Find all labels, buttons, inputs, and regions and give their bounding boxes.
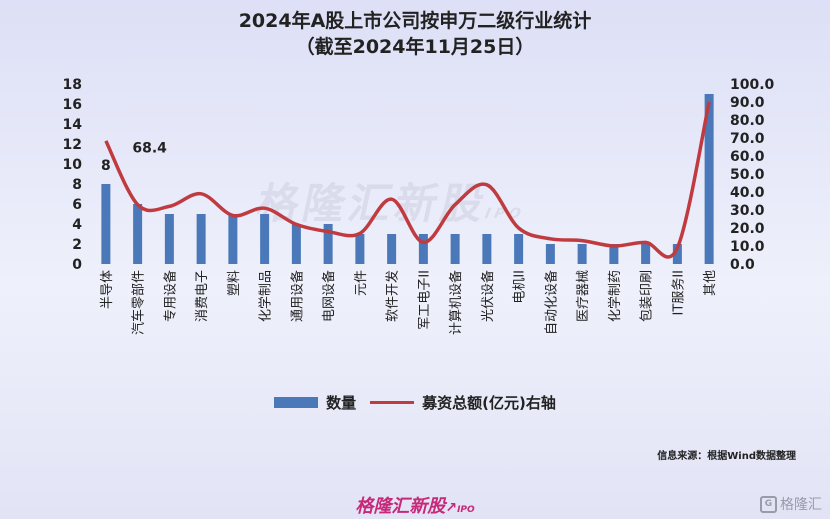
bar bbox=[291, 224, 301, 264]
x-tick-label: 光伏设备 bbox=[480, 270, 496, 322]
corner-logo: G 格隆汇 bbox=[760, 494, 822, 514]
bar bbox=[196, 214, 206, 264]
bar bbox=[672, 244, 682, 264]
y-left-tick-label: 10 bbox=[63, 157, 83, 173]
series-line bbox=[104, 101, 711, 259]
y-right-tick-label: 70.0 bbox=[730, 131, 765, 147]
bar bbox=[482, 234, 492, 264]
y-right-tick-label: 30.0 bbox=[730, 203, 765, 219]
y-left-tick-label: 4 bbox=[72, 217, 82, 233]
x-tick-label: 军工电子II bbox=[417, 270, 432, 330]
y-left-tick-label: 0 bbox=[72, 257, 82, 273]
bar bbox=[387, 234, 397, 264]
x-tick-label: 专用设备 bbox=[162, 270, 178, 322]
y-right-tick-label: 80.0 bbox=[730, 113, 765, 129]
x-tick-label: 元件 bbox=[354, 270, 369, 296]
bar bbox=[641, 244, 651, 264]
y-left-tick-label: 14 bbox=[63, 117, 83, 133]
y-right-tick-label: 40.0 bbox=[730, 185, 765, 201]
source-note: 信息来源：根据Wind数据整理 bbox=[657, 451, 796, 462]
x-tick-label: 软件开发 bbox=[385, 270, 401, 322]
y-right-tick-label: 60.0 bbox=[730, 149, 765, 165]
bar bbox=[260, 214, 270, 264]
legend-item-line: 募资总额(亿元)右轴 bbox=[370, 392, 556, 413]
x-tick-label: 通用设备 bbox=[289, 270, 305, 322]
bar bbox=[323, 224, 333, 264]
gelonghui-logo-icon: G bbox=[760, 495, 777, 513]
x-tick-label: 化学制药 bbox=[607, 270, 623, 322]
bar bbox=[609, 244, 619, 264]
data-label: 68.4 bbox=[132, 141, 167, 157]
x-tick-label: 其他 bbox=[703, 270, 718, 296]
data-label: 8 bbox=[101, 158, 111, 174]
x-tick-label: 半导体 bbox=[100, 270, 115, 309]
legend: 数量 募资总额(亿元)右轴 bbox=[0, 392, 830, 413]
bar bbox=[133, 204, 143, 264]
bar bbox=[704, 94, 714, 264]
y-right-tick-label: 0.0 bbox=[730, 257, 755, 273]
legend-label-bar: 数量 bbox=[326, 394, 357, 412]
x-tick-label: 塑料 bbox=[227, 270, 242, 296]
y-left-tick-label: 8 bbox=[72, 177, 82, 193]
legend-swatch-bar bbox=[274, 397, 319, 408]
bar bbox=[514, 234, 524, 264]
y-right-tick-label: 10.0 bbox=[730, 239, 765, 255]
arrow-icon: ↗ bbox=[445, 500, 458, 516]
legend-label-line: 募资总额(亿元)右轴 bbox=[422, 394, 556, 412]
y-left-tick-label: 2 bbox=[72, 237, 82, 253]
x-tick-label: 计算机设备 bbox=[448, 270, 464, 335]
x-tick-label: 汽车零部件 bbox=[131, 270, 147, 335]
y-left-tick-label: 6 bbox=[72, 197, 82, 213]
legend-swatch-line bbox=[370, 401, 415, 404]
y-right-tick-label: 20.0 bbox=[730, 221, 765, 237]
y-left-tick-label: 12 bbox=[63, 137, 82, 153]
x-tick-label: 电机II bbox=[513, 270, 528, 304]
y-right-tick-label: 100.0 bbox=[730, 77, 775, 93]
chart-subtitle: （截至2024年11月25日） bbox=[295, 36, 535, 58]
bar bbox=[228, 214, 238, 264]
legend-item-bar: 数量 bbox=[274, 392, 356, 413]
y-right-tick-label: 90.0 bbox=[730, 95, 765, 111]
x-tick-label: 电网设备 bbox=[321, 270, 337, 322]
x-tick-label: 自动化设备 bbox=[543, 270, 559, 335]
y-left-tick-label: 16 bbox=[63, 97, 82, 113]
chart-svg: 0 2 4 6 8 10 12 14 16 18 0.0 10.0 20.0 30.0 40.0 50.0 60… bbox=[63, 77, 775, 335]
bar bbox=[418, 234, 428, 264]
x-tick-label: 医疗器械 bbox=[576, 270, 591, 322]
x-tick-label: 化学制品 bbox=[258, 270, 274, 322]
y-right-tick-label: 50.0 bbox=[730, 167, 765, 183]
brand-logo: 格隆汇新股↗IPO bbox=[355, 496, 475, 517]
x-tick-label: IT服务II bbox=[670, 270, 686, 315]
bar bbox=[164, 214, 174, 264]
x-tick-label: 消费电子 bbox=[195, 270, 210, 322]
chart-title: 2024年A股上市公司按申万二级行业统计 bbox=[238, 10, 592, 32]
bar bbox=[577, 244, 587, 264]
bar bbox=[101, 184, 111, 264]
bar bbox=[355, 234, 365, 264]
y-left-tick-label: 18 bbox=[63, 77, 82, 93]
bar bbox=[450, 234, 460, 264]
bar bbox=[545, 244, 555, 264]
x-tick-label: 包装印刷 bbox=[640, 270, 655, 322]
